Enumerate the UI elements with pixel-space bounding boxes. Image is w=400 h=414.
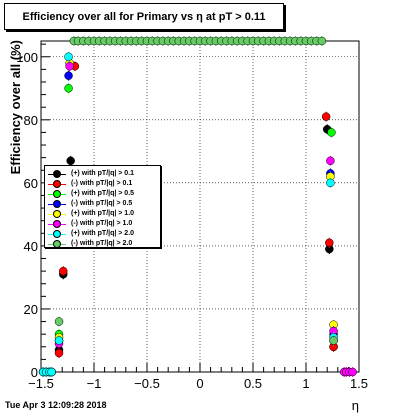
legend-entry: (+) with pT/|q| > 1.0 xyxy=(45,209,160,219)
legend-marker xyxy=(53,190,61,198)
y-tick-label: 80 xyxy=(24,113,38,128)
y-axis-label: Efficiency over all (%) xyxy=(8,40,23,174)
axis-layer: −1.5 −1 −0.5 0 0.5 1 1.5 0 20 40 60 80 100 xyxy=(16,43,368,391)
legend-marker xyxy=(53,200,61,208)
series-8 xyxy=(54,36,338,346)
data-point xyxy=(54,348,64,358)
legend-entry: (-) with pT/|q| > 0.1 xyxy=(45,179,160,189)
x-tick-label: 1 xyxy=(302,376,309,391)
data-point xyxy=(54,317,64,326)
data-point xyxy=(348,367,357,377)
legend-label: (-) with pT/|q| > 0.1 xyxy=(71,180,133,187)
legend-marker xyxy=(53,240,61,248)
legend-label: (+) with pT/|q| > 1.0 xyxy=(71,210,135,217)
legend: (+) with pT/|q| > 0.1 (-) with pT/|q| > 0… xyxy=(44,165,161,248)
data-point xyxy=(325,238,334,248)
data-point xyxy=(64,71,73,80)
data-point xyxy=(321,112,331,121)
y-tick-label: 60 xyxy=(24,176,38,191)
legend-entry: (-) with pT/|q| > 2.0 xyxy=(45,239,160,249)
data-point xyxy=(66,156,75,166)
legend-label: (+) with pT/|q| > 0.1 xyxy=(71,170,135,177)
x-tick-label: 0 xyxy=(196,376,203,391)
y-tick-label: 0 xyxy=(31,365,38,380)
data-point xyxy=(64,52,73,62)
legend-entry: (-) with pT/|q| > 0.5 xyxy=(45,199,160,209)
legend-entry: (+) with pT/|q| > 2.0 xyxy=(45,229,160,239)
x-tick-label: −1.5 xyxy=(28,376,54,391)
y-tick-label: 40 xyxy=(24,239,38,254)
legend-marker xyxy=(53,230,61,238)
legend-label: (+) with pT/|q| > 2.0 xyxy=(71,230,135,237)
legend-entry: (+) with pT/|q| > 0.5 xyxy=(45,189,160,199)
data-point xyxy=(47,367,56,377)
data-point xyxy=(327,128,336,137)
data-point xyxy=(329,336,338,345)
legend-label: (-) with pT/|q| > 0.5 xyxy=(71,200,133,207)
data-point xyxy=(54,336,64,345)
y-tick-label: 100 xyxy=(16,50,38,65)
series-1 xyxy=(38,124,338,377)
data-point xyxy=(317,36,327,46)
chart-title: Efficiency over all for Primary vs η at … xyxy=(22,11,266,23)
data-point xyxy=(64,84,73,93)
x-tick-label: −1 xyxy=(87,376,102,391)
x-tick-label: −0.5 xyxy=(134,376,160,391)
x-axis-label: η xyxy=(352,398,359,413)
x-tick-label: 1.5 xyxy=(350,376,368,391)
legend-label: (+) with pT/|q| > 0.5 xyxy=(71,190,135,197)
y-tick-label: 20 xyxy=(24,302,38,317)
timestamp-footer: Tue Apr 3 12:09:28 2018 xyxy=(5,400,107,410)
x-tick-label: 0.5 xyxy=(244,376,262,391)
legend-entry: (-) with pT/|q| > 1.0 xyxy=(45,219,160,229)
title-box: Efficiency over all for Primary vs η at … xyxy=(4,3,284,30)
data-point xyxy=(326,156,335,166)
data-point xyxy=(59,266,68,276)
legend-marker xyxy=(53,210,61,218)
legend-marker xyxy=(53,220,61,228)
legend-entry: (+) with pT/|q| > 0.1 xyxy=(45,169,160,179)
data-point xyxy=(326,178,335,188)
legend-marker xyxy=(53,180,61,188)
data-point xyxy=(65,61,74,71)
legend-marker xyxy=(53,170,61,178)
legend-label: (-) with pT/|q| > 2.0 xyxy=(71,240,133,247)
legend-label: (-) with pT/|q| > 1.0 xyxy=(71,220,133,227)
